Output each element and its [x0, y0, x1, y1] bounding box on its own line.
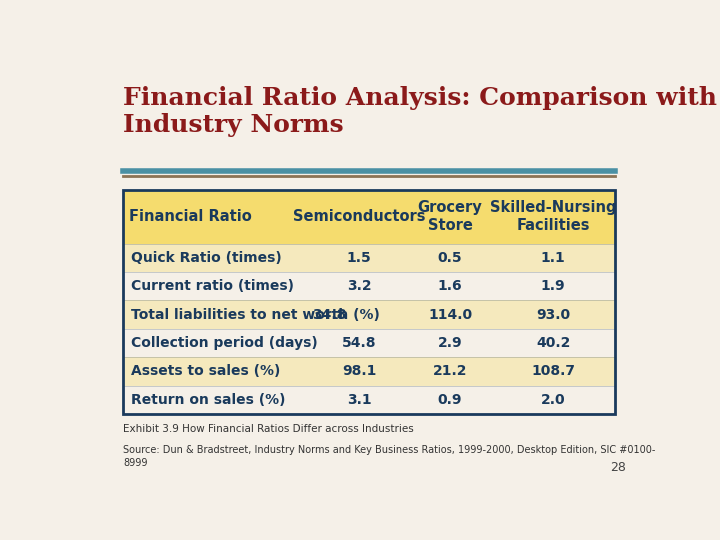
Text: 0.5: 0.5 [438, 251, 462, 265]
Text: 98.1: 98.1 [342, 364, 377, 379]
Text: Quick Ratio (times): Quick Ratio (times) [131, 251, 282, 265]
Text: 2.0: 2.0 [541, 393, 565, 407]
Text: Exhibit 3.9 How Financial Ratios Differ across Industries: Exhibit 3.9 How Financial Ratios Differ … [124, 424, 414, 435]
Text: 54.8: 54.8 [342, 336, 377, 350]
Text: 93.0: 93.0 [536, 308, 570, 322]
Text: 0.9: 0.9 [438, 393, 462, 407]
Text: Total liabilities to net worth (%): Total liabilities to net worth (%) [131, 308, 379, 322]
Text: 34.8: 34.8 [312, 308, 346, 322]
Bar [124, 190, 615, 414]
Text: 2.9: 2.9 [438, 336, 462, 350]
Bar [124, 300, 615, 329]
Text: Grocery
Store: Grocery Store [418, 200, 482, 233]
Text: Financial Ratio Analysis: Comparison with
Industry Norms: Financial Ratio Analysis: Comparison wit… [124, 85, 717, 137]
Text: 114.0: 114.0 [428, 308, 472, 322]
Text: Skilled-Nursing
Facilities: Skilled-Nursing Facilities [490, 200, 616, 233]
Bar [124, 357, 615, 386]
Text: 3.1: 3.1 [347, 393, 372, 407]
Text: 40.2: 40.2 [536, 336, 570, 350]
Text: Financial Ratio: Financial Ratio [130, 209, 252, 224]
Text: Assets to sales (%): Assets to sales (%) [131, 364, 280, 379]
Text: Source: Dun & Bradstreet, Industry Norms and Key Business Ratios, 1999-2000, Des: Source: Dun & Bradstreet, Industry Norms… [124, 446, 656, 468]
Text: Return on sales (%): Return on sales (%) [131, 393, 285, 407]
Text: Current ratio (times): Current ratio (times) [131, 279, 294, 293]
Text: Semiconductors: Semiconductors [293, 209, 426, 224]
Text: 1.1: 1.1 [541, 251, 565, 265]
Text: 1.9: 1.9 [541, 279, 565, 293]
Bar [124, 190, 615, 244]
Text: Collection period (days): Collection period (days) [131, 336, 318, 350]
Text: 1.5: 1.5 [347, 251, 372, 265]
Bar [124, 190, 615, 414]
Text: 1.6: 1.6 [438, 279, 462, 293]
Bar [124, 244, 615, 272]
Text: 108.7: 108.7 [531, 364, 575, 379]
Text: 28: 28 [610, 461, 626, 474]
Text: 21.2: 21.2 [433, 364, 467, 379]
Text: 3.2: 3.2 [347, 279, 372, 293]
